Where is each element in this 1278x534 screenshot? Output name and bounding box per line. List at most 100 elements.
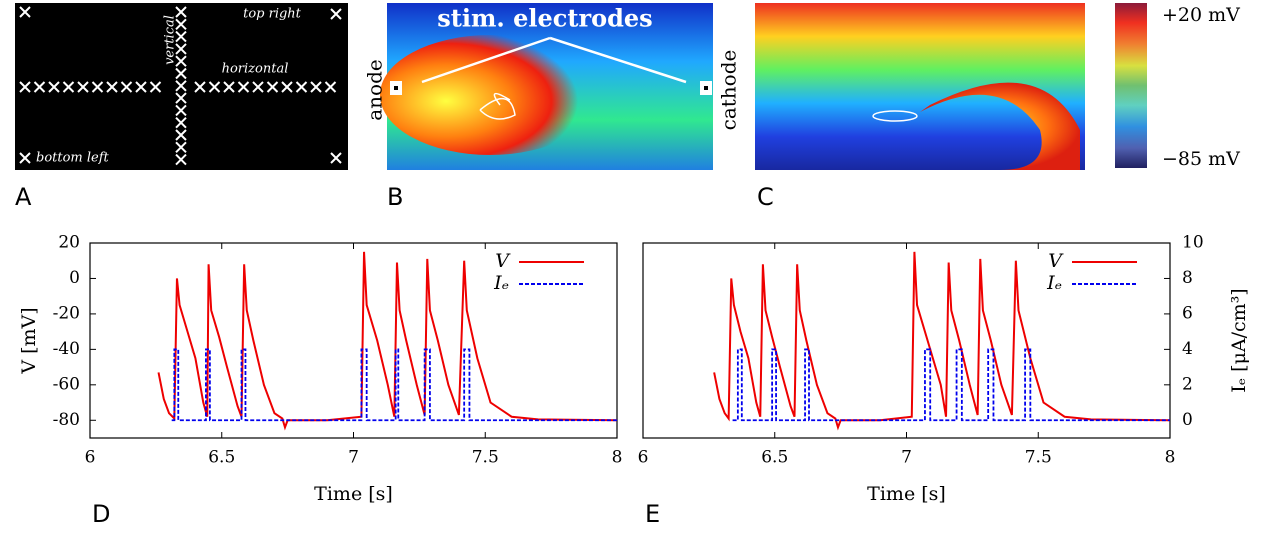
cross <box>175 104 187 117</box>
colorbar-max: +20 mV <box>1162 4 1240 26</box>
cross <box>175 92 187 104</box>
cross <box>175 55 187 67</box>
series-line <box>713 251 1171 431</box>
electrode-dot <box>394 86 398 90</box>
cross <box>175 80 187 92</box>
cross <box>324 81 337 93</box>
label-top-right: top right <box>243 7 302 22</box>
cross <box>175 153 187 166</box>
cross <box>252 81 264 93</box>
y-tick-label: -80 <box>53 410 80 430</box>
colorbar <box>1115 3 1147 168</box>
y2-tick-label: 2 <box>1182 374 1193 394</box>
cross <box>175 67 187 80</box>
x-tick-label: 8 <box>612 448 623 468</box>
panel-letter: C <box>757 183 774 211</box>
cross <box>295 81 308 93</box>
x-tick-label: 6.5 <box>761 448 788 468</box>
y2-tick-label: 4 <box>1182 339 1193 359</box>
y2-axis-label: Iₑ [μA/cm³] <box>1228 288 1250 392</box>
label-horizontal: horizontal <box>222 62 289 77</box>
y-tick-label: 0 <box>69 268 80 288</box>
cross <box>175 30 187 43</box>
y2-tick-label: 0 <box>1182 410 1193 430</box>
cross <box>175 18 187 31</box>
x-tick-label: 6.5 <box>208 448 235 468</box>
panel-b: stim. electrodes anode cathode <box>363 3 741 170</box>
label-bottom-left: bottom left <box>36 151 110 166</box>
panel-letter: A <box>15 183 32 211</box>
cathode-label: cathode <box>717 50 741 131</box>
x-tick-label: 7 <box>348 448 359 468</box>
legend-label: Iₑ <box>493 272 509 294</box>
y-tick-label: 20 <box>58 233 80 253</box>
legend-label: V <box>495 250 511 272</box>
tip-trajectory <box>872 110 918 122</box>
cross <box>19 152 31 164</box>
electrode-markers <box>19 6 342 166</box>
wave-tail <box>920 82 1080 170</box>
x-tick-label: 6 <box>85 448 96 468</box>
series-line <box>157 251 618 431</box>
x-tick-label: 6 <box>638 448 649 468</box>
series-line <box>171 348 617 422</box>
cross <box>135 81 147 93</box>
cross <box>330 8 342 20</box>
series-line <box>732 348 1170 422</box>
y-axis-label: V [mV] <box>18 307 40 374</box>
panel-a: vertical top right horizontal bottom lef… <box>15 3 348 170</box>
wave-front <box>380 35 600 155</box>
cross <box>208 81 221 93</box>
x-tick-label: 7.5 <box>472 448 499 468</box>
cross <box>194 81 206 93</box>
cross <box>106 81 118 93</box>
cross <box>62 81 75 93</box>
y-tick-label: -60 <box>53 374 80 394</box>
x-axis-label: Time [s] <box>867 483 946 505</box>
cross <box>266 81 279 93</box>
cross <box>175 6 187 18</box>
x-axis-label: Time [s] <box>314 483 393 505</box>
cross <box>48 81 60 93</box>
cross <box>175 116 187 129</box>
plot-frame <box>89 242 618 439</box>
stim-title: stim. electrodes <box>437 4 652 33</box>
y2-tick-label: 6 <box>1182 303 1193 323</box>
cross <box>19 81 31 93</box>
cross <box>175 43 187 55</box>
cross <box>330 152 342 164</box>
cross <box>91 81 104 93</box>
tip-trajectory <box>479 92 516 120</box>
anode-label: anode <box>363 59 387 120</box>
x-tick-label: 7.5 <box>1025 448 1052 468</box>
cross <box>120 81 133 93</box>
y-tick-label: -40 <box>53 339 80 359</box>
cross <box>281 81 293 93</box>
x-tick-label: 7 <box>901 448 912 468</box>
arrows <box>421 36 687 84</box>
y-tick-label: -20 <box>53 303 80 323</box>
cross <box>310 81 322 93</box>
panel-letter: E <box>645 500 660 528</box>
cross <box>175 141 187 154</box>
colorbar-min: −85 mV <box>1162 148 1240 170</box>
y2-tick-label: 8 <box>1182 268 1193 288</box>
legend-label: V <box>1048 250 1064 272</box>
panel-c <box>755 3 1085 170</box>
cross <box>77 81 89 93</box>
cross <box>149 81 162 93</box>
potential-map <box>755 3 1085 170</box>
electrode-dot <box>704 86 708 90</box>
legend-label: Iₑ <box>1046 272 1062 294</box>
panel-letter: D <box>92 500 110 528</box>
cross <box>237 81 250 93</box>
y2-tick-label: 10 <box>1182 233 1204 253</box>
label-vertical: vertical <box>163 15 178 65</box>
cross <box>33 81 46 93</box>
cross <box>19 6 31 18</box>
cross <box>223 81 235 93</box>
panel-letter: B <box>387 183 403 211</box>
x-tick-label: 8 <box>1165 448 1176 468</box>
cross <box>175 129 187 141</box>
